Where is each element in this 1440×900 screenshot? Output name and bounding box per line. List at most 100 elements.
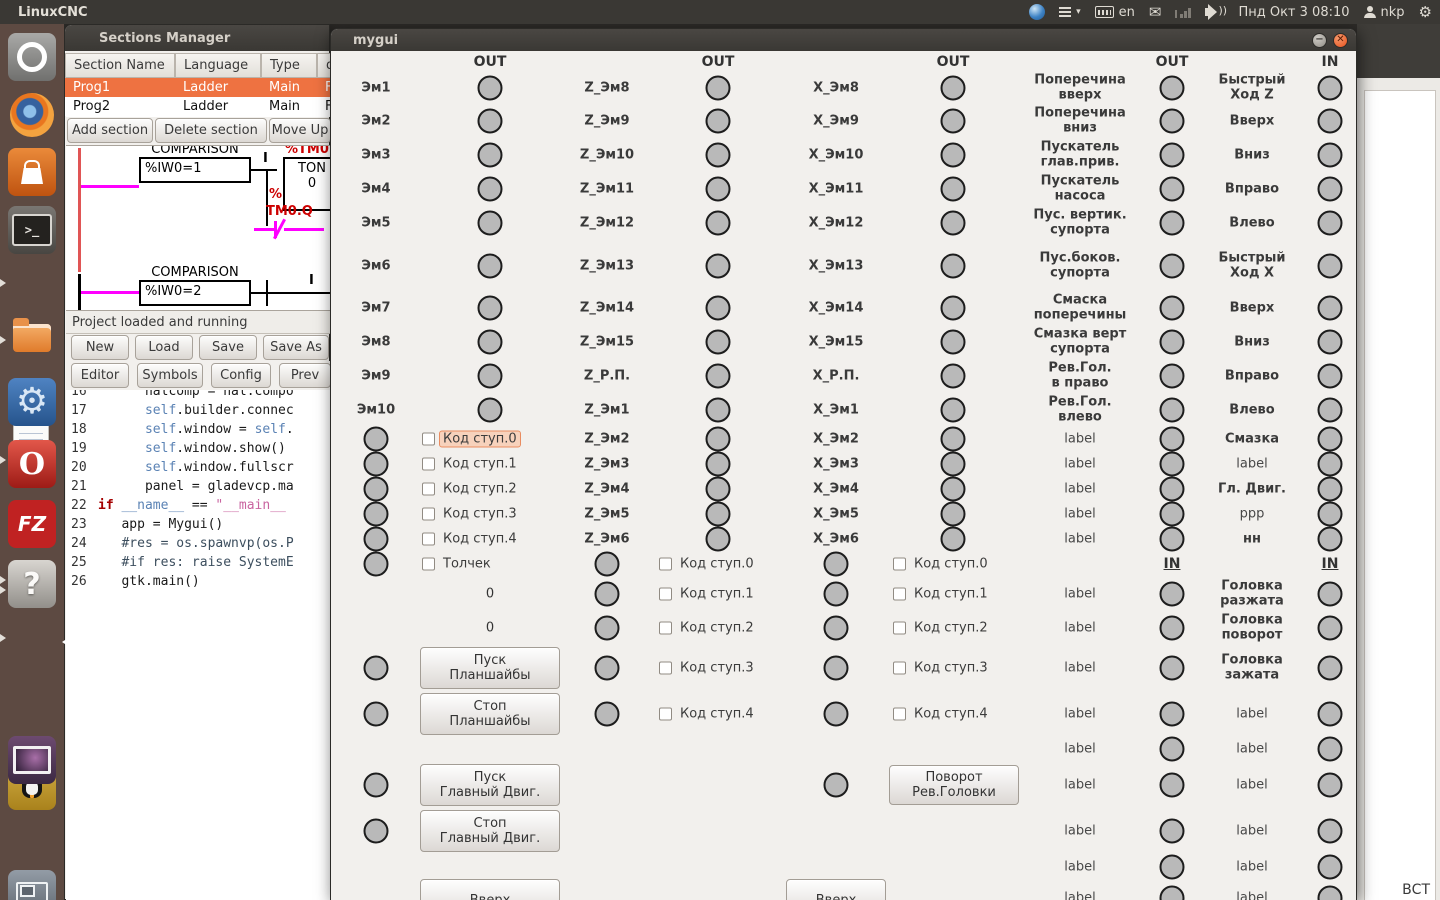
em-label: Эм4: [361, 181, 391, 197]
vverh-button-mid[interactable]: Вверх: [786, 879, 886, 900]
checkbox-код-ступ-1[interactable]: Код ступ.1: [893, 587, 988, 602]
checkbox-код-ступ-0[interactable]: Код ступ.0: [422, 430, 521, 448]
launcher-opera[interactable]: [8, 440, 56, 488]
checkbox-box[interactable]: [893, 557, 906, 571]
clock[interactable]: Пнд Окт 3 08:10: [1238, 4, 1350, 20]
checkbox-box[interactable]: [659, 587, 672, 601]
checkbox-box[interactable]: [422, 482, 435, 496]
checkbox-box[interactable]: [893, 621, 906, 635]
user-menu[interactable]: nkp: [1363, 5, 1405, 20]
network-signal-icon[interactable]: [1175, 7, 1192, 18]
save-button[interactable]: Save: [199, 335, 257, 360]
stop-planshayby-button[interactable]: Стоп Планшайбы: [420, 693, 560, 735]
pusk-glavny-dvig-button[interactable]: Пуск Главный Двиг.: [420, 764, 560, 806]
checkbox-box[interactable]: [893, 707, 906, 721]
checkbox-box[interactable]: [659, 621, 672, 635]
checkbox-label: Код ступ.4: [443, 531, 517, 547]
checkbox-код-ступ-2[interactable]: Код ступ.2: [422, 482, 517, 497]
move-up-button[interactable]: Move Up: [269, 118, 331, 143]
x-label: X_Эм4: [813, 481, 859, 497]
table-row[interactable]: Ladder: [175, 97, 261, 116]
table-row[interactable]: F=: [317, 97, 343, 116]
table-row[interactable]: Main: [261, 97, 317, 116]
checkbox-код-ступ-4[interactable]: Код ступ.4: [659, 707, 754, 722]
checkbox-код-ступ-1[interactable]: Код ступ.1: [422, 457, 517, 472]
code-editor[interactable]: 16 halcomp = hal.compo 17 self.builder.co…: [66, 382, 330, 900]
checkbox-box[interactable]: [659, 661, 672, 675]
z-label: Z_Эм2: [584, 431, 630, 447]
table-row[interactable]: Prog2: [65, 97, 175, 116]
checkbox-box[interactable]: [659, 707, 672, 721]
launcher-system-settings[interactable]: [8, 378, 56, 426]
checkbox-код-ступ-0[interactable]: Код ступ.0: [893, 557, 988, 572]
checkbox-код-ступ-2[interactable]: Код ступ.2: [659, 621, 754, 636]
keyboard-layout-icon[interactable]: en: [1094, 5, 1135, 20]
table-row[interactable]: Main: [261, 78, 317, 97]
session-gear-icon[interactable]: ⚙: [1418, 3, 1432, 21]
sections-manager-titlebar[interactable]: Sections Manager: [65, 25, 329, 51]
in-signal-label: label: [1064, 859, 1096, 875]
delete-section-button[interactable]: Delete section: [155, 118, 267, 143]
mygui-title: mygui: [353, 32, 399, 48]
checkbox-код-ступ-4[interactable]: Код ступ.4: [893, 707, 988, 722]
in-signal-label: Вправо: [1224, 368, 1280, 384]
new-button[interactable]: New: [71, 335, 129, 360]
z-label: Z_Эм5: [584, 506, 630, 522]
launcher-screenshot[interactable]: [8, 736, 56, 784]
column-header-language[interactable]: Language: [175, 53, 261, 78]
add-section-button[interactable]: Add section: [67, 118, 153, 143]
in-signal-label: label: [1064, 586, 1096, 602]
launcher-firefox[interactable]: [8, 91, 56, 139]
led-indicator: [940, 176, 966, 202]
povorot-rev-golovki-button[interactable]: Поворот Рев.Головки: [889, 765, 1019, 805]
checkbox-код-ступ-3[interactable]: Код ступ.3: [659, 661, 754, 676]
launcher-window-tool[interactable]: [8, 870, 56, 900]
checkbox-box[interactable]: [422, 457, 435, 471]
tab-symbols[interactable]: Symbols: [137, 363, 203, 388]
checkbox-код-ступ-3[interactable]: Код ступ.3: [422, 507, 517, 522]
checkbox-box[interactable]: [422, 507, 435, 521]
thunderbird-indicator-icon[interactable]: [1029, 4, 1046, 20]
table-row[interactable]: F=: [317, 78, 343, 97]
pusk-planshayby-button[interactable]: Пуск Планшайбы: [420, 647, 560, 689]
checkbox-box[interactable]: [422, 557, 435, 571]
checkbox-код-ступ-4[interactable]: Код ступ.4: [422, 532, 517, 547]
save-as-button[interactable]: Save As: [263, 335, 329, 360]
vverh-button-left[interactable]: Вверх: [420, 879, 560, 900]
minimize-button[interactable]: −: [1312, 32, 1327, 48]
mail-icon[interactable]: ✉: [1148, 3, 1162, 21]
tab-prev[interactable]: Prev: [279, 363, 331, 388]
launcher-terminal[interactable]: [8, 206, 56, 254]
tab-config[interactable]: Config: [211, 363, 271, 388]
launcher-software-center[interactable]: [8, 148, 56, 196]
table-row[interactable]: Ladder: [175, 78, 261, 97]
checkbox-box[interactable]: [893, 587, 906, 601]
checkbox-код-ступ-0[interactable]: Код ступ.0: [659, 557, 754, 572]
checkbox-код-ступ-1[interactable]: Код ступ.1: [659, 587, 754, 602]
led-indicator: [1159, 736, 1185, 762]
checkbox-код-ступ-2[interactable]: Код ступ.2: [893, 621, 988, 636]
table-row[interactable]: Prog1: [65, 78, 175, 97]
comparison-block-2: %IW0=2: [139, 280, 251, 306]
led-indicator: [705, 451, 731, 477]
stop-glavny-dvig-button[interactable]: Стоп Главный Двиг.: [420, 810, 560, 852]
checkbox-толчек[interactable]: Толчек: [422, 557, 491, 572]
column-header-section-name[interactable]: Section Name: [65, 53, 175, 78]
checkbox-box[interactable]: [422, 432, 435, 446]
checkbox-box[interactable]: [422, 532, 435, 546]
checkbox-box[interactable]: [893, 661, 906, 675]
launcher-help[interactable]: [8, 560, 56, 608]
load-button[interactable]: Load: [135, 335, 193, 360]
launcher-ubuntu-dash[interactable]: [8, 33, 56, 81]
launcher-filezilla[interactable]: [8, 500, 56, 548]
mygui-titlebar[interactable]: mygui − ✕: [331, 29, 1356, 51]
messaging-menu-icon[interactable]: ▾: [1059, 7, 1081, 17]
close-button[interactable]: ✕: [1333, 32, 1348, 48]
tab-editor[interactable]: Editor: [71, 363, 129, 388]
column-header-type[interactable]: Type: [261, 53, 317, 78]
column-header-d[interactable]: d: [317, 53, 334, 78]
volume-icon[interactable]: [1205, 4, 1227, 20]
checkbox-код-ступ-3[interactable]: Код ступ.3: [893, 661, 988, 676]
launcher-files[interactable]: [8, 311, 56, 359]
checkbox-box[interactable]: [659, 557, 672, 571]
